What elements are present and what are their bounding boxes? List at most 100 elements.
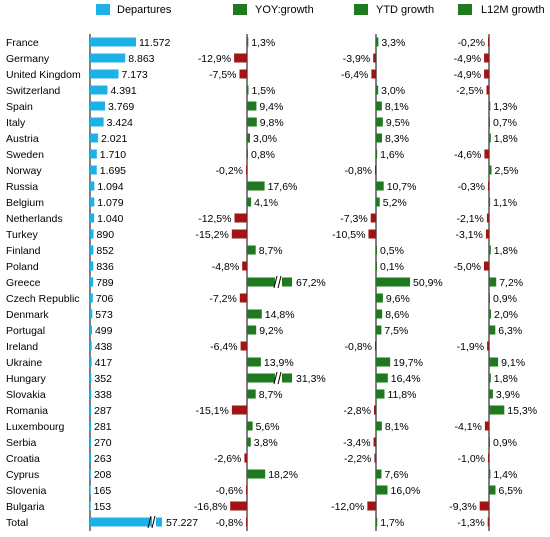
data-label-departures-russia: 1.094 [97, 181, 123, 193]
data-label-yoy-croatia: -2,6% [214, 453, 241, 465]
category-label-netherlands: Netherlands [6, 213, 63, 225]
data-label-l12m-ireland: -1,9% [457, 341, 484, 353]
data-label-departures-greece: 789 [96, 277, 114, 289]
data-label-ytd-sweden: 1,6% [380, 149, 404, 161]
data-label-l12m-slovenia: 6,5% [499, 485, 523, 497]
data-label-yoy-denmark: 14,8% [265, 309, 295, 321]
bar-l12m-belgium [489, 197, 491, 207]
bar-ytd-denmark [376, 309, 383, 319]
data-label-ytd-czech-republic: 9,6% [386, 293, 410, 305]
data-label-ytd-portugal: 7,5% [384, 325, 408, 337]
category-label-serbia: Serbia [6, 437, 37, 449]
data-label-ytd-belgium: 5,2% [383, 197, 407, 209]
bar-departures-slovakia [90, 389, 92, 399]
bar-ytd-ireland [375, 341, 376, 351]
bar-l12m-switzerland [486, 85, 489, 95]
bar-yoy-finland [247, 245, 256, 255]
bar-ytd-slovenia [376, 485, 388, 495]
category-label-sweden: Sweden [6, 149, 44, 161]
category-label-luxembourg: Luxembourg [6, 421, 65, 433]
category-label-spain: Spain [6, 101, 33, 113]
axis-break-departures [147, 515, 156, 529]
data-label-l12m-united-kingdom: -4,9% [454, 69, 481, 81]
data-label-l12m-belgium: 1,1% [493, 197, 517, 209]
category-label-hungary: Hungary [6, 373, 46, 385]
bar-departures-poland [90, 261, 94, 271]
data-label-ytd-italy: 9,5% [386, 117, 410, 129]
bar-departures-france [90, 37, 136, 47]
bar-l12m-sweden [484, 149, 489, 159]
data-label-l12m-greece: 7,2% [499, 277, 523, 289]
category-label-russia: Russia [6, 181, 38, 193]
bar-yoy-switzerland [247, 85, 249, 95]
data-label-l12m-netherlands: -2,1% [456, 213, 483, 225]
data-label-l12m-romania: 15,3% [507, 405, 537, 417]
bar-departures-austria [90, 133, 99, 143]
bar-ytd-luxembourg [376, 421, 382, 431]
data-label-ytd-spain: 8,1% [385, 101, 409, 113]
data-label-yoy-ireland: -6,4% [210, 341, 237, 353]
bar-ytd-poland [376, 261, 377, 271]
data-label-departures-cyprus: 208 [94, 469, 112, 481]
bar-yoy-slovenia [246, 485, 247, 495]
category-label-ukraine: Ukraine [6, 357, 42, 369]
data-label-l12m-ukraine: 9,1% [501, 357, 525, 369]
data-label-departures-austria: 2.021 [101, 133, 127, 145]
data-label-departures-germany: 8.863 [128, 53, 154, 65]
data-label-ytd-luxembourg: 8,1% [385, 421, 409, 433]
bar-yoy-luxembourg [247, 421, 253, 431]
data-label-yoy-germany: -12,9% [198, 53, 231, 65]
data-label-yoy-poland: -4,8% [212, 261, 239, 273]
axis-break-yoy [273, 371, 282, 385]
data-label-ytd-russia: 10,7% [387, 181, 417, 193]
data-label-departures-hungary: 352 [94, 373, 112, 385]
bar-departures-luxembourg [90, 421, 92, 431]
bar-l12m-turkey [485, 229, 489, 239]
data-label-departures-sweden: 1.710 [100, 149, 126, 161]
data-label-l12m-france: -0,2% [458, 37, 485, 49]
category-labels: France Germany United Kingdom Switzerland Sp… [6, 37, 81, 529]
data-label-l12m-austria: 1,8% [494, 133, 518, 145]
bar-departures-netherlands [90, 213, 95, 223]
data-label-yoy-portugal: 9,2% [259, 325, 283, 337]
data-label-yoy-hungary: 31,3% [296, 373, 326, 385]
data-label-l12m-switzerland: -2,5% [456, 85, 483, 97]
data-label-yoy-ukraine: 13,9% [264, 357, 294, 369]
bar-yoy-serbia [247, 437, 251, 447]
data-label-l12m-spain: 1,3% [493, 101, 517, 113]
data-label-departures-france: 11.572 [139, 37, 170, 49]
panel-yoy: 1,3% -12,9% -7,5% 1,5% 9,4% 9,8% 3,0% 0,8% -0,2%… [194, 34, 326, 531]
category-label-united-kingdom: United Kingdom [6, 69, 81, 81]
bar-ytd-serbia [373, 437, 376, 447]
data-label-departures-slovakia: 338 [94, 389, 112, 401]
bar-ytd-austria [376, 133, 382, 143]
data-label-l12m-luxembourg: -4,1% [454, 421, 481, 433]
data-label-yoy-bulgaria: -16,8% [194, 501, 227, 513]
data-label-ytd-ireland: -0,8% [345, 341, 372, 353]
category-label-croatia: Croatia [6, 453, 40, 465]
data-label-yoy-cyprus: 18,2% [268, 469, 298, 481]
bar-l12m-cyprus [489, 469, 491, 479]
bar-yoy-italy [247, 117, 257, 127]
data-label-departures-croatia: 263 [94, 453, 112, 465]
data-label-yoy-slovenia: -0,6% [216, 485, 243, 497]
legend-label-yoy: YOY:growth [255, 4, 314, 16]
bar-ytd-switzerland [376, 85, 379, 95]
bar-ytd-italy [376, 117, 383, 127]
bar-yoy-poland [242, 261, 247, 271]
data-label-yoy-netherlands: -12,5% [198, 213, 231, 225]
bar-yoy-hungary-tail [282, 373, 292, 383]
bar-yoy-netherlands [234, 213, 247, 223]
category-label-bulgaria: Bulgaria [6, 501, 45, 513]
data-label-departures-turkey: 890 [97, 229, 115, 241]
data-label-yoy-slovakia: 8,7% [259, 389, 283, 401]
bar-ytd-turkey [368, 229, 376, 239]
bar-yoy-bulgaria [230, 501, 247, 511]
category-label-germany: Germany [6, 53, 50, 65]
data-label-departures-finland: 852 [96, 245, 114, 257]
category-label-slovenia: Slovenia [6, 485, 46, 497]
data-label-ytd-poland: 0,1% [380, 261, 404, 273]
bar-departures-greece [90, 277, 94, 287]
bar-l12m-russia [488, 181, 489, 191]
bar-departures-germany [90, 53, 126, 63]
